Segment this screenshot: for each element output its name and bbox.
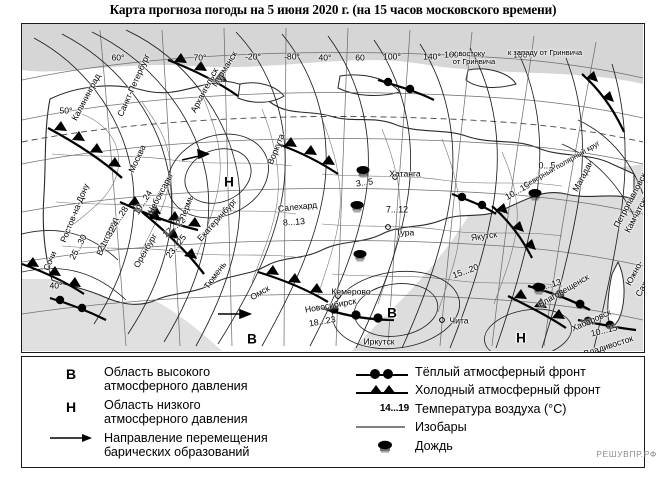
graticule-label: 60° [111,52,125,63]
map-graphic [22,24,643,351]
cold-front-glyph [356,385,408,395]
city-label: Тура [395,227,415,238]
legend-line-2: атмосферного давления [104,412,248,427]
legend-line-2: барических образований [104,445,250,460]
city-label: Кемерово [331,286,371,297]
hemisphere-label: к западу от Гринвича [507,48,583,58]
temperature-sample: 14...19 [379,402,409,414]
rain-icon [353,250,367,262]
pressure-center-label: Н [516,330,526,346]
temperature-icon: 14...19 [347,401,415,414]
legend-column-right: Тёплый атмосферный фронт Холодный атмосф… [339,357,644,467]
low-pressure-icon: Н [38,397,104,415]
isobar-icon [347,419,415,431]
pressure-center-label: В [247,331,257,347]
rain-icon [347,438,415,454]
city-label: Иркутск [363,336,395,347]
legend-label: Изобары [415,420,467,435]
legend-item-isobars: Изобары [347,419,644,434]
graticule-label: 40° [49,280,63,291]
legend-line-1: Область низкого [104,397,201,412]
hemisphere-label: от Гринвича [452,57,496,67]
warm-front-glyph [356,369,408,379]
weather-map: Калининград Санкт-Петербург Москва Мурманск… [21,23,645,353]
warm-front-icon [347,364,415,379]
legend-line-1: Направление перемещения [104,430,268,445]
legend-label: Холодный атмосферный фронт [415,383,601,398]
temperature-label: 8...13 [282,216,306,228]
rain-glyph [378,440,392,453]
city-label: Хатанга [389,168,421,179]
movement-arrows [181,148,253,320]
low-pressure-letter: Н [65,398,77,415]
legend-item-movement-direction: Направление перемещения барических образ… [38,430,339,460]
rain-icon [532,283,546,295]
graticule-label: 100° [383,51,401,62]
temperature-label: 7...12 [385,204,409,215]
high-pressure-letter: В [65,366,77,382]
legend-label: Тёплый атмосферный фронт [415,365,586,379]
legend-label: Дождь [415,438,453,453]
graticule-label: 60 [355,52,365,63]
legend-item-cold-front: Холодный атмосферный фронт [347,382,644,397]
rain-icon [528,189,542,201]
high-pressure-icon: В [38,364,104,382]
legend-label: Направление перемещения барических образ… [104,430,268,460]
city-label: Чита [449,315,469,326]
hemisphere-label: к востоку [452,49,486,59]
legend-item-air-temperature: 14...19 Температура воздуха (°C) [347,401,644,416]
legend-label: Температура воздуха (°C) [415,401,567,416]
legend-label: Область низкого атмосферного давления [104,397,248,427]
graticule-label: 140° [423,51,441,62]
graticule-label: 70° [193,52,207,63]
arrow-icon [38,430,104,444]
legend-column-left: В Область высокого атмосферного давления… [22,357,339,467]
legend-item-rain: Дождь [347,438,644,454]
legend-label: Область высокого атмосферного давления [104,364,248,394]
pressure-center-label: Н [224,174,234,190]
rain-icon [356,166,370,178]
page-title: Карта прогноза погоды на 5 июня 2020 г. … [109,2,557,17]
arrow-glyph [50,433,92,442]
legend-line-1: Область высокого [104,365,211,379]
legend-item-warm-front: Тёплый атмосферный фронт [347,364,644,379]
graticule-label: -80° [284,51,300,62]
temperature-label: 0...5 [538,160,556,171]
pressure-center-label: В [387,305,397,321]
graticule-label: 50° [59,105,73,116]
map-legend: В Область высокого атмосферного давления… [21,356,645,468]
isobar-glyph [356,426,405,428]
graticule-label: 180° [513,49,531,60]
rain-icon [350,201,364,213]
graticule-label: -20° [245,51,261,62]
legend-item-low-pressure: Н Область низкого атмосферного давления [38,397,339,427]
graticule-label: 160° [444,49,462,60]
cold-front-icon [347,382,415,397]
legend-line-2: атмосферного давления [104,379,248,394]
legend-item-high-pressure: В Область высокого атмосферного давления [38,364,339,394]
watermark: РЕШУВПР.РФ [596,449,657,459]
graticule-label: 40° [318,52,332,63]
